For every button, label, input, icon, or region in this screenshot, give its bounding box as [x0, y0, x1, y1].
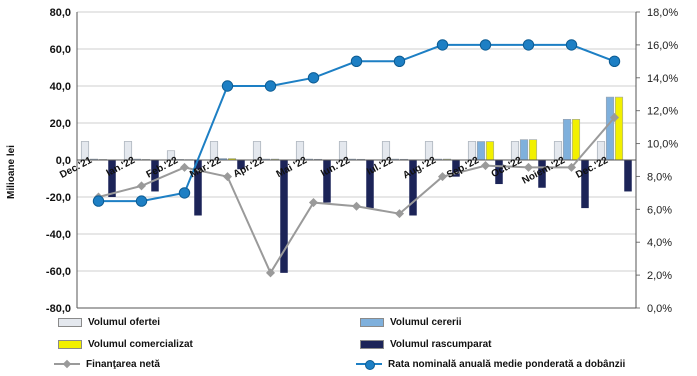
- bar-2-11: [571, 119, 581, 161]
- x-tick-label: Mar.'22: [188, 155, 223, 181]
- bar-2-10: [528, 139, 538, 161]
- x-tick-label: Apr.'22: [232, 155, 267, 180]
- bar-3-10: [538, 160, 546, 188]
- y-tick-label: -80,0: [46, 303, 71, 315]
- y-tick-label: -20,0: [46, 192, 71, 204]
- point-finantare-4: [265, 268, 276, 278]
- legend-item-cerere: Volumul cererii: [360, 317, 462, 328]
- y2-tick-label: 0,0%: [647, 303, 672, 315]
- point-rate-0: [92, 195, 105, 207]
- legend-swatch: [58, 339, 82, 349]
- point-rate-9: [479, 39, 492, 51]
- bar-3-12: [624, 160, 632, 192]
- bar-3-7: [409, 160, 417, 216]
- bar-1-9: [476, 141, 486, 161]
- point-rate-12: [608, 55, 621, 68]
- bar-3-0: [108, 160, 116, 197]
- point-rate-8: [436, 39, 449, 51]
- point-rate-11: [565, 39, 578, 51]
- point-finantare-1: [136, 181, 147, 191]
- legend-label: Volumul rascumparat: [390, 339, 492, 350]
- legend-item-rascumparat: Volumul rascumparat: [360, 339, 492, 350]
- x-tick-label: Aug.'22: [401, 155, 438, 182]
- y-tick-label: -60,0: [46, 266, 71, 278]
- y2-tick-label: 6,0%: [647, 204, 672, 216]
- legend-item-comercializat: Volumul comercializat: [58, 339, 193, 350]
- legend-item-finantare: Finanţarea netă: [54, 359, 160, 370]
- bar-3-11: [581, 160, 589, 209]
- legend-swatch: [360, 339, 384, 349]
- legend-item-rata: Rata nominală anuală medie ponderată a d…: [356, 359, 626, 371]
- y-tick-label: -40,0: [46, 229, 71, 241]
- y-tick-label: 0,0: [56, 155, 71, 167]
- y2-tick-label: 8,0%: [647, 171, 672, 183]
- bar-3-2: [194, 160, 202, 216]
- bar-3-8: [452, 160, 460, 177]
- point-finantare-9: [480, 161, 491, 171]
- legend-label: Rata nominală anuală medie ponderată a d…: [388, 359, 626, 370]
- point-finantare-2: [179, 162, 190, 172]
- point-rate-4: [264, 80, 277, 92]
- bars: [80, 96, 632, 273]
- point-finantare-3: [222, 172, 233, 182]
- y2-tick-label: 2,0%: [647, 270, 672, 282]
- point-finantare-6: [351, 201, 362, 211]
- bar-1-10: [519, 139, 529, 161]
- legend-swatch: [360, 317, 384, 327]
- y2-tick-label: 4,0%: [647, 237, 672, 249]
- point-rate-10: [522, 39, 535, 51]
- legend: Volumul ofertei Volumul cererii Volumul …: [54, 313, 694, 375]
- y-tick-label: 20,0: [50, 118, 71, 130]
- bar-3-1: [151, 160, 159, 192]
- y-tick-labels: 80,0 60,0 40,0 20,0 0,0 -20,0 -40,0 -60,0 -80,0: [46, 7, 71, 315]
- legend-item-oferta: Volumul ofertei: [58, 317, 160, 328]
- bar-3-9: [495, 160, 503, 185]
- legend-swatch: [54, 359, 80, 369]
- point-rate-2: [178, 187, 191, 199]
- point-finantare-5: [308, 198, 319, 208]
- x-tick-label: Iul.'22: [365, 155, 395, 178]
- bar-3-3: [237, 160, 245, 170]
- bar-3-6: [366, 160, 374, 209]
- y2-tick-label: 18,0%: [647, 7, 678, 19]
- point-rate-3: [221, 80, 234, 92]
- y2-tick-labels: 18,0% 16,0% 14,0% 12,0% 10,0% 8,0% 6,0% 4,0% 2,0…: [647, 7, 678, 315]
- point-rate-7: [393, 55, 406, 68]
- bar-3-4: [280, 160, 288, 273]
- y-axis-label: Milioane lei: [6, 145, 17, 199]
- bar-3-5: [323, 160, 331, 203]
- y2-tick-label: 12,0%: [647, 106, 678, 118]
- y2-tick-label: 14,0%: [647, 73, 678, 85]
- bar-1-12: [605, 96, 615, 161]
- bar-2-12: [614, 96, 624, 161]
- point-rate-5: [307, 72, 320, 84]
- y-tick-label: 80,0: [50, 7, 71, 19]
- y2-tick-label: 16,0%: [647, 40, 678, 52]
- x-tick-label: Mai '22: [275, 155, 310, 180]
- y-tick-label: 40,0: [50, 81, 71, 93]
- y-tick-label: 60,0: [50, 44, 71, 56]
- lines: [92, 39, 621, 278]
- axes: [76, 11, 640, 309]
- legend-swatch: [58, 317, 82, 327]
- x-tick-label: Iun.'22: [319, 155, 352, 180]
- legend-label: Finanţarea netă: [86, 359, 160, 370]
- legend-swatch: [356, 359, 382, 371]
- bar-1-11: [562, 119, 572, 161]
- point-rate-6: [350, 55, 363, 68]
- bar-2-9: [485, 141, 495, 161]
- y2-tick-label: 10,0%: [647, 139, 678, 151]
- legend-label: Volumul ofertei: [88, 317, 161, 328]
- point-rate-1: [135, 195, 148, 207]
- legend-label: Volumul cererii: [390, 317, 462, 328]
- legend-label: Volumul comercializat: [88, 339, 193, 350]
- x-tick-label: Ian.'22: [105, 155, 138, 179]
